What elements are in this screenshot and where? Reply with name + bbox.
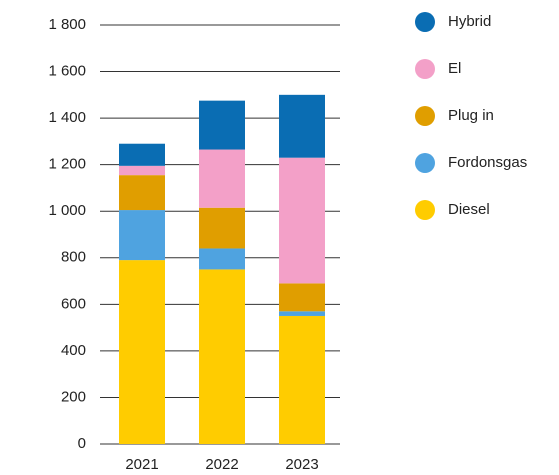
bar-segment bbox=[279, 311, 325, 316]
legend-label: Diesel bbox=[448, 201, 490, 218]
bar-segment bbox=[279, 315, 325, 444]
x-tick-label: 2021 bbox=[125, 456, 158, 473]
bar-segment bbox=[199, 149, 245, 208]
legend-label: El bbox=[448, 60, 461, 77]
y-tick-label: 1 400 bbox=[48, 109, 86, 126]
bar-segment bbox=[199, 248, 245, 270]
bar-segment bbox=[199, 269, 245, 444]
y-tick-label: 200 bbox=[61, 388, 86, 405]
legend-swatch bbox=[415, 59, 435, 79]
y-tick-label: 1 200 bbox=[48, 156, 86, 173]
bar-segment bbox=[199, 100, 245, 150]
bar-segment bbox=[279, 94, 325, 158]
y-tick-label: 1 800 bbox=[48, 16, 86, 33]
x-tick-label: 2022 bbox=[205, 456, 238, 473]
legend-swatch bbox=[415, 106, 435, 126]
y-tick-label: 1 000 bbox=[48, 202, 86, 219]
legend-label: Plug in bbox=[448, 107, 494, 124]
legend-label: Hybrid bbox=[448, 13, 491, 30]
y-tick-label: 600 bbox=[61, 295, 86, 312]
bar-segment bbox=[119, 260, 165, 444]
bar-segment bbox=[199, 207, 245, 249]
legend-swatch bbox=[415, 153, 435, 173]
legend-label: Fordonsgas bbox=[448, 154, 527, 171]
bar-segment bbox=[279, 157, 325, 284]
bar-segment bbox=[119, 210, 165, 261]
x-tick-label: 2023 bbox=[285, 456, 318, 473]
y-tick-label: 800 bbox=[61, 249, 86, 266]
legend-swatch bbox=[415, 200, 435, 220]
y-tick-label: 400 bbox=[61, 342, 86, 359]
y-tick-label: 0 bbox=[78, 435, 86, 452]
bar-segment bbox=[119, 175, 165, 211]
bar-segment bbox=[279, 283, 325, 312]
bar-segment bbox=[119, 165, 165, 176]
legend-swatch bbox=[415, 12, 435, 32]
y-tick-label: 1 600 bbox=[48, 63, 86, 80]
bar-segment bbox=[119, 143, 165, 166]
